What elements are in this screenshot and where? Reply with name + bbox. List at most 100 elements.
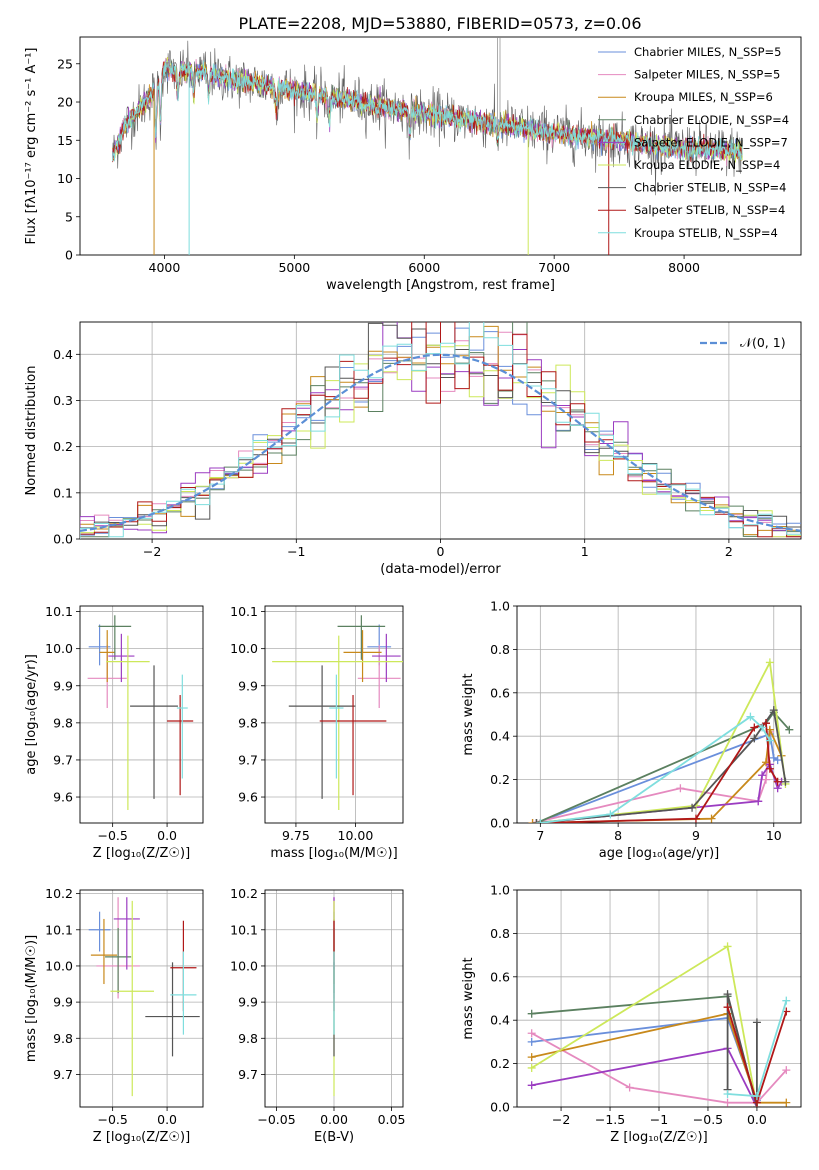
weight-marker bbox=[625, 1083, 634, 1092]
axes-frame bbox=[264, 889, 404, 1108]
legend-entry: Kroupa STELIB, N_SSP=4 bbox=[634, 226, 778, 240]
y-tick-label: 0.0 bbox=[490, 816, 510, 831]
x-tick-label: −1.5 bbox=[595, 1112, 625, 1127]
y-tick-label: 5 bbox=[65, 209, 73, 224]
y-tick-label: 9.7 bbox=[53, 752, 73, 767]
y-tick-label: 9.8 bbox=[238, 715, 258, 730]
errorbar-point bbox=[176, 674, 188, 779]
x-tick-label: 9.75 bbox=[282, 828, 310, 843]
x-tick-label: 7 bbox=[536, 828, 544, 843]
y-tick-label: 10.1 bbox=[230, 922, 258, 937]
x-tick-label: −1 bbox=[287, 544, 305, 559]
y-tick-label: 10.1 bbox=[45, 604, 73, 619]
x-tick-label: 0 bbox=[437, 544, 445, 559]
errorbars bbox=[88, 897, 200, 1097]
errorbar-point bbox=[88, 911, 111, 952]
y-tick-label: 0.3 bbox=[53, 393, 73, 408]
errorbar-point bbox=[90, 918, 118, 985]
weight-marker bbox=[758, 723, 767, 732]
y-tick-label: 0.8 bbox=[490, 926, 510, 941]
errorbar-point bbox=[113, 897, 140, 970]
weight-marker bbox=[723, 942, 732, 951]
chart-weight-vs-Z: −2 −1.5 −1 −0.5 0.0 0.0 0.2 0.4 0.6 0.8 1.0 Z [log₁… bbox=[461, 883, 802, 1145]
weight-marker bbox=[707, 814, 716, 823]
y-tick-label: 10.0 bbox=[230, 641, 258, 656]
weight-marker bbox=[527, 1053, 536, 1062]
errorbar-point bbox=[357, 644, 401, 709]
weight-series-5 bbox=[536, 659, 787, 823]
x-tick-label: 5000 bbox=[278, 260, 310, 275]
weight-marker bbox=[606, 810, 615, 819]
y-tick-label: 9.7 bbox=[53, 1067, 73, 1082]
y-tick-label: 0.8 bbox=[490, 642, 510, 657]
y-tick-label: 1.0 bbox=[490, 599, 510, 614]
x-tick-label: −0.5 bbox=[693, 1112, 723, 1127]
axes-frame bbox=[79, 605, 204, 824]
y-tick-label: 0.6 bbox=[490, 969, 510, 984]
x-axis-label: E(B-V) bbox=[314, 1130, 354, 1145]
weight-marker bbox=[781, 777, 790, 786]
weight-marker bbox=[528, 819, 537, 823]
chart-weight-vs-age: 7 8 9 10 0.0 0.2 0.4 0.6 0.8 1.0 age [log₁₀(age/yr… bbox=[461, 599, 802, 861]
y-tick-label: 0.4 bbox=[53, 347, 73, 362]
y-tick-label: 9.8 bbox=[53, 715, 73, 730]
x-tick-label: −1 bbox=[650, 1112, 668, 1127]
plot-layer: 4000 5000 6000 7000 80000510152025wavelength… bbox=[24, 36, 802, 1145]
legend-entry: Salpeter STELIB, N_SSP=4 bbox=[634, 203, 785, 217]
chart-spectrum: 4000 5000 6000 7000 8000 0 5 10 15 20 25 wavelength… bbox=[24, 36, 802, 293]
legend-entry: Kroupa ELODIE, N_SSP=4 bbox=[634, 158, 780, 172]
y-tick-label: 20 bbox=[57, 95, 73, 110]
histogram-series-8 bbox=[80, 322, 801, 539]
weight-series-0 bbox=[536, 732, 779, 823]
x-axis-label: Z [log₁₀(Z/Z☉)] bbox=[93, 1130, 190, 1145]
y-tick-label: 9.9 bbox=[53, 995, 73, 1010]
weight-marker bbox=[754, 797, 763, 806]
figure-title: PLATE=2208, MJD=53880, FIBERID=0573, z=0… bbox=[238, 14, 641, 33]
y-axis-label: Flux [fλ10⁻¹⁷ erg cm⁻² s⁻¹ A⁻¹] bbox=[24, 48, 39, 245]
errorbar-point bbox=[145, 962, 200, 1057]
errorbar-point bbox=[170, 951, 197, 1035]
y-tick-label: 15 bbox=[57, 133, 73, 148]
y-tick-label: 9.6 bbox=[53, 790, 73, 805]
errorbar-point bbox=[106, 635, 150, 811]
y-tick-label: 9.9 bbox=[238, 995, 258, 1010]
chart-age-vs-mass: 9.75 10.00 9.6 9.7 9.8 9.9 10.0 10.1 mass [log₁₀… bbox=[230, 604, 404, 861]
weight-marker bbox=[527, 1029, 536, 1038]
weight-marker bbox=[723, 1089, 732, 1098]
weight-marker bbox=[532, 819, 541, 823]
y-tick-label: 10.2 bbox=[45, 886, 73, 901]
weight-marker bbox=[782, 1098, 791, 1107]
y-tick-label: 0.6 bbox=[490, 685, 510, 700]
weight-marker bbox=[782, 1066, 791, 1075]
y-tick-label: 25 bbox=[57, 56, 73, 71]
x-tick-label: −0.05 bbox=[257, 1112, 295, 1127]
y-tick-label: 10 bbox=[57, 171, 73, 186]
errorbar-point bbox=[272, 635, 403, 811]
x-axis-label: Z [log₁₀(Z/Z☉)] bbox=[93, 846, 190, 861]
x-tick-label: 7000 bbox=[538, 260, 570, 275]
x-tick-label: −2 bbox=[143, 544, 161, 559]
errorbar-point bbox=[110, 900, 155, 1097]
y-tick-label: 10.1 bbox=[230, 604, 258, 619]
chart-mass-vs-Z: −0.5 0.0 9.7 9.8 9.9 10.0 10.1 10.2 Z [log₁₀(Z/Z… bbox=[24, 886, 204, 1145]
legend-entry: Salpeter ELODIE, N_SSP=7 bbox=[634, 135, 788, 149]
weight-marker bbox=[769, 706, 778, 715]
weight-marker bbox=[527, 1063, 536, 1072]
weight-marker bbox=[761, 719, 770, 728]
y-tick-label: 9.9 bbox=[238, 678, 258, 693]
chart-age-vs-Z: −0.5 0.0 9.6 9.7 9.8 9.9 10.0 10.1 Z [log₁₀(Z/Z☉… bbox=[24, 604, 204, 861]
errorbar-point bbox=[337, 615, 386, 660]
weight-marker bbox=[536, 819, 545, 823]
y-tick-label: 10.1 bbox=[45, 922, 73, 937]
weight-marker bbox=[761, 775, 770, 784]
weight-marker bbox=[752, 1018, 761, 1027]
weight-marker bbox=[527, 1081, 536, 1090]
y-tick-label: 9.6 bbox=[238, 790, 258, 805]
y-tick-label: 0.4 bbox=[490, 729, 510, 744]
x-tick-label: 0.05 bbox=[378, 1112, 406, 1127]
y-tick-label: 10.2 bbox=[230, 886, 258, 901]
weight-marker bbox=[758, 771, 767, 780]
x-tick-label: 10 bbox=[766, 828, 782, 843]
errorbar-point bbox=[372, 633, 401, 683]
weight-marker bbox=[750, 734, 759, 743]
